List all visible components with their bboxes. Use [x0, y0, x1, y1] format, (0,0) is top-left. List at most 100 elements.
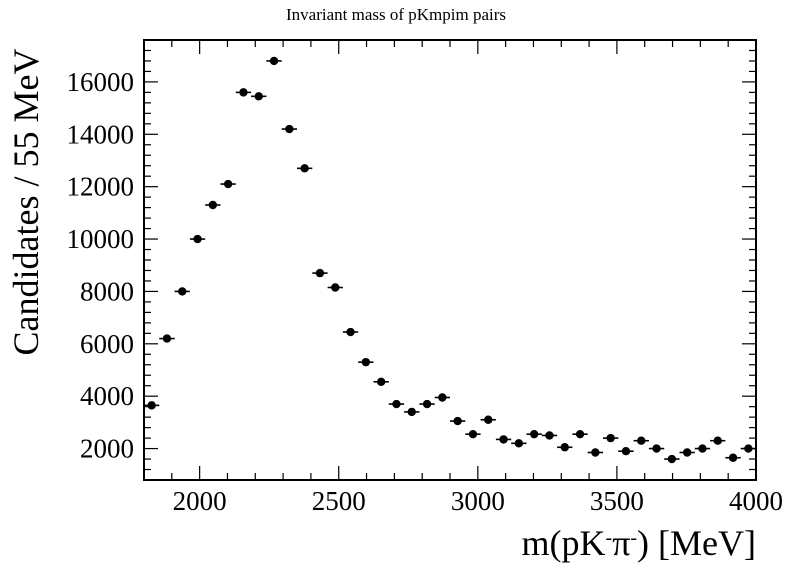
- point-marker: [223, 179, 233, 189]
- plot-frame: [143, 39, 757, 481]
- point-marker: [560, 443, 569, 452]
- data-point: [450, 416, 466, 426]
- y-tick-label: 10000: [67, 224, 135, 254]
- data-point: [526, 429, 542, 439]
- y-tick-label: 16000: [67, 67, 135, 97]
- data-point: [679, 448, 695, 457]
- point-marker: [468, 429, 478, 439]
- point-marker: [269, 56, 279, 66]
- x-tick-label: 2000: [173, 486, 227, 516]
- x-axis-label-pi: π: [612, 523, 630, 563]
- data-point: [388, 399, 405, 409]
- point-marker: [178, 287, 187, 296]
- y-tick-label: 4000: [80, 381, 134, 411]
- point-marker: [162, 334, 172, 343]
- point-marker: [682, 448, 692, 457]
- point-marker: [652, 444, 661, 453]
- data-point: [725, 453, 741, 462]
- data-point: [297, 164, 313, 173]
- point-marker: [575, 429, 585, 439]
- data-point: [541, 431, 558, 440]
- data-point: [251, 92, 267, 101]
- data-point: [205, 200, 221, 210]
- point-marker: [376, 377, 386, 386]
- data-point: [694, 444, 711, 453]
- data-point: [281, 124, 297, 134]
- data-point: [312, 268, 328, 278]
- point-marker: [422, 399, 432, 409]
- point-marker: [606, 433, 615, 443]
- point-marker: [621, 446, 631, 456]
- data-point: [358, 357, 374, 367]
- x-axis-label-main: m(pK: [522, 523, 606, 563]
- y-tick-label: 14000: [67, 119, 135, 149]
- data-points: [144, 56, 756, 464]
- data-point: [159, 334, 175, 343]
- point-marker: [239, 88, 248, 97]
- x-axis-label-sup1: -: [606, 527, 613, 549]
- point-marker: [713, 436, 722, 445]
- data-point: [710, 436, 726, 445]
- point-marker: [453, 416, 462, 426]
- point-marker: [529, 429, 539, 439]
- x-axis-label: m(pK-π-) [MeV]: [522, 523, 756, 563]
- y-tick-label: 6000: [80, 329, 134, 359]
- data-point: [648, 444, 665, 453]
- x-tick-label: 2500: [312, 486, 366, 516]
- data-point: [664, 454, 680, 464]
- point-marker: [499, 435, 508, 444]
- data-point: [144, 401, 160, 410]
- x-tick-labels: 2000 2500 3000 3500 4000: [173, 486, 783, 516]
- point-marker: [728, 453, 738, 462]
- point-marker: [147, 401, 156, 410]
- data-point: [511, 439, 527, 448]
- data-point: [618, 446, 634, 456]
- y-tick-labels: 2000 4000 6000 8000 10000 12000 14000 16000: [67, 67, 135, 464]
- data-point: [404, 407, 420, 417]
- data-point: [373, 377, 389, 386]
- x-axis-label-sup2: -: [630, 527, 637, 549]
- data-point: [266, 56, 282, 66]
- point-marker: [698, 444, 707, 453]
- data-point: [572, 429, 588, 439]
- data-point: [220, 179, 236, 189]
- data-point: [633, 436, 649, 445]
- chart-title: Invariant mass of pKmpim pairs: [286, 5, 506, 24]
- data-point: [495, 435, 512, 444]
- x-axis-label-tail: ) [MeV]: [637, 523, 756, 563]
- data-point: [480, 415, 496, 424]
- point-marker: [407, 407, 416, 417]
- data-point: [740, 444, 756, 453]
- data-point: [235, 88, 252, 97]
- point-marker: [514, 439, 524, 448]
- point-marker: [392, 399, 401, 409]
- point-marker: [300, 164, 309, 173]
- point-marker: [193, 234, 202, 244]
- point-marker: [346, 327, 355, 337]
- data-point: [174, 287, 190, 296]
- x-tick-label: 4000: [729, 486, 783, 516]
- point-marker: [667, 454, 677, 464]
- x-tick-label: 3000: [451, 486, 505, 516]
- point-marker: [545, 431, 554, 440]
- data-point: [189, 234, 206, 244]
- axis-ticks: [143, 39, 757, 481]
- point-marker: [744, 444, 753, 453]
- data-point: [327, 283, 343, 292]
- data-point: [587, 448, 603, 457]
- data-point: [434, 393, 450, 402]
- data-point: [557, 443, 573, 452]
- data-point: [465, 429, 481, 439]
- point-marker: [484, 415, 493, 424]
- point-marker: [591, 448, 600, 457]
- y-axis-label: Candidates / 55 MeV: [6, 49, 46, 356]
- data-point: [342, 327, 359, 337]
- point-marker: [208, 200, 218, 210]
- point-marker: [285, 124, 294, 134]
- point-marker: [331, 283, 340, 292]
- x-tick-label: 3500: [590, 486, 644, 516]
- point-marker: [637, 436, 646, 445]
- point-marker: [254, 92, 263, 101]
- data-point: [603, 433, 619, 443]
